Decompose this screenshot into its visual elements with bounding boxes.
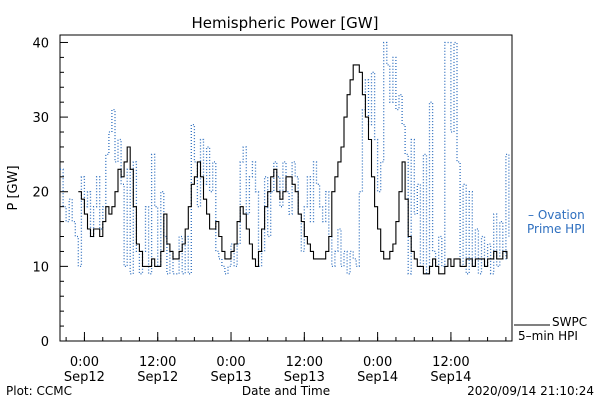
x-tick-time-label: 12:00 [286, 355, 323, 370]
y-tick-label: 30 [32, 111, 49, 126]
x-tick-date-label: Sep13 [211, 370, 252, 385]
y-tick-label: 0 [41, 335, 49, 350]
chart-title: Hemispheric Power [GW] [192, 14, 379, 32]
x-tick-time-label: 12:00 [139, 355, 176, 370]
x-tick-date-label: Sep12 [64, 370, 105, 385]
legend-ovation-line1: – Ovation [528, 208, 585, 222]
y-axis-label: P [GW] [6, 165, 21, 210]
y-tick-label: 10 [32, 260, 49, 275]
y-tick-label: 20 [32, 186, 49, 201]
x-axis-label: Date and Time [242, 384, 330, 398]
x-axis-ticks: 0:00Sep1212:00Sep120:00Sep1312:00Sep130:… [64, 332, 507, 385]
y-axis-ticks: 0 10 20 30 40 [32, 36, 68, 350]
legend-swpc-line1: SWPC [552, 315, 587, 329]
x-tick-date-label: Sep13 [284, 370, 325, 385]
x-tick-date-label: Sep14 [430, 370, 471, 385]
legend-swpc-line2: 5–min HPI [518, 329, 578, 343]
x-tick-time-label: 12:00 [432, 355, 469, 370]
x-tick-time-label: 0:00 [216, 355, 245, 370]
x-tick-date-label: Sep14 [357, 370, 398, 385]
series-layer [60, 41, 510, 275]
y-tick-label: 40 [32, 36, 49, 51]
plot-credit: Plot: CCMC [6, 384, 72, 398]
legend-ovation-line2: Prime HPI [527, 222, 585, 236]
series-swpc-hpi [78, 64, 508, 275]
x-tick-time-label: 0:00 [70, 355, 99, 370]
generated-timestamp: 2020/09/14 21:10:24 [467, 384, 594, 398]
x-tick-time-label: 0:00 [363, 355, 392, 370]
x-tick-date-label: Sep12 [137, 370, 178, 385]
